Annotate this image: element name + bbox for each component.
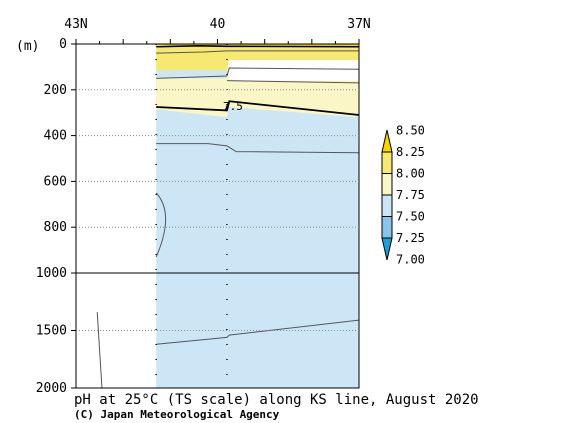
y-tick-label: 1000: [36, 266, 67, 281]
credit-text: (C) Japan Meteorological Agency: [74, 408, 280, 421]
colorbar-label: 8.25: [396, 145, 425, 159]
colorbar: 8.50 8.25 8.00 7.75 7.50 7.25 7.00: [381, 124, 425, 267]
colorbar-label: 7.25: [396, 231, 425, 245]
region-gap: [228, 60, 359, 81]
chart-title: pH at 25°C (TS scale) along KS line, Aug…: [74, 392, 479, 408]
colorbar-label: 7.50: [396, 210, 425, 224]
y-unit-label: (m): [16, 39, 39, 54]
y-axis-ticks: 0 200 400 600 800 1000 1500 2000: [36, 37, 359, 396]
contour-label: 7.5: [223, 100, 243, 113]
colorbar-extend-top: [381, 129, 393, 153]
y-tick-label: 600: [44, 174, 67, 189]
y-tick-label: 800: [44, 220, 67, 235]
x-tick-label: 43N: [64, 17, 87, 32]
contour-line: [156, 67, 360, 79]
x-axis-ticks: 43N 40 37N: [64, 17, 371, 44]
contour-line: [156, 45, 360, 48]
colorbar-swatch: [381, 216, 393, 239]
contour-line: [156, 143, 360, 154]
colorbar-swatch: [381, 151, 393, 174]
colorbar-label: 7.75: [396, 188, 425, 202]
colorbar-label: 7.00: [396, 253, 425, 267]
region-upper-left: [156, 70, 227, 79]
y-tick-label: 400: [44, 129, 67, 144]
contour-line: [156, 100, 360, 116]
contour-line: [156, 50, 359, 54]
contour-line: [96, 312, 103, 389]
x-tick-label: 37N: [347, 17, 370, 32]
data-regions: [156, 44, 359, 388]
colorbar-label: 8.00: [396, 167, 425, 181]
y-tick-label: 200: [44, 83, 67, 98]
colorbar-label: 8.50: [396, 124, 425, 138]
y-tick-label: 2000: [36, 381, 67, 396]
y-tick-label: 1500: [36, 324, 67, 339]
y-tick-label: 0: [59, 37, 67, 52]
contour-line: [155, 192, 167, 258]
contour-lines: [96, 45, 360, 389]
contour-line: [156, 319, 360, 345]
contour-line: [226, 80, 360, 84]
colorbar-extend-bottom: [381, 237, 393, 261]
colorbar-swatch: [381, 194, 393, 217]
colorbar-swatch: [381, 173, 393, 196]
x-tick-label: 40: [210, 17, 226, 32]
